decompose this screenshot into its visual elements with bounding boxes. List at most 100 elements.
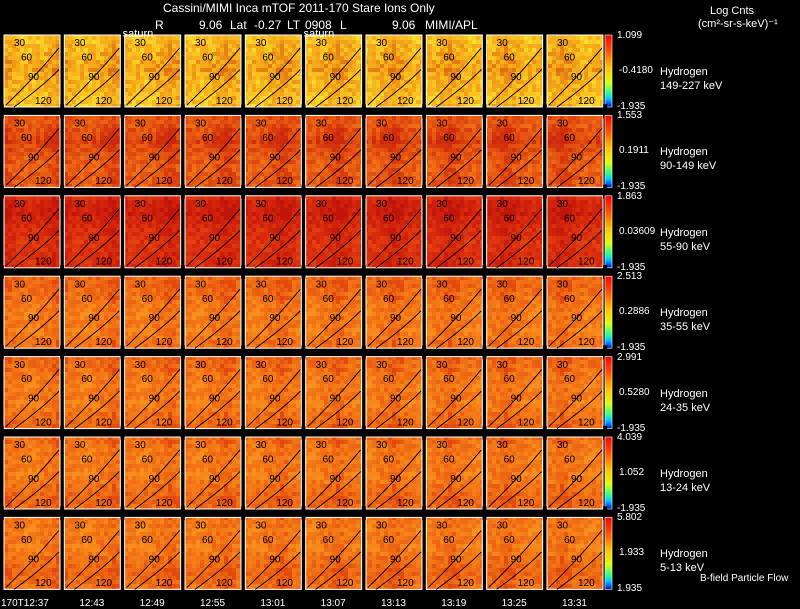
contour-label: 120 — [397, 337, 414, 348]
panel-pixels — [365, 35, 422, 107]
panel-crosshair — [120, 265, 125, 279]
field-line — [255, 551, 301, 590]
panel-crosshair — [422, 265, 427, 279]
contour-label: 120 — [397, 176, 414, 187]
contour-label: 60 — [383, 455, 395, 466]
panel-crosshair — [120, 345, 125, 360]
field-line — [194, 310, 241, 349]
field-line — [74, 230, 120, 269]
contour-label: 120 — [276, 176, 293, 187]
field-line — [488, 128, 542, 186]
panel-frame — [365, 195, 423, 269]
contour-label: 30 — [255, 521, 267, 532]
field-line — [5, 369, 60, 427]
channel-energy: 90-149 keV — [660, 160, 717, 173]
contour-label: 30 — [135, 440, 147, 451]
panel-frame — [365, 436, 423, 510]
field-line — [126, 208, 181, 267]
image-panel: 30 60 90 120 — [3, 114, 61, 188]
contour-label: 60 — [202, 53, 214, 64]
panel-crosshair — [603, 104, 608, 119]
contour-label: 60 — [202, 455, 214, 466]
contour-label: 30 — [436, 360, 448, 371]
contour-label: 30 — [316, 440, 328, 451]
field-line — [436, 390, 482, 429]
panel-pixels — [245, 35, 302, 107]
panel-crosshair — [361, 184, 366, 199]
channel-species: Hydrogen — [660, 548, 708, 561]
field-line — [436, 149, 482, 188]
panel-frame — [486, 275, 544, 349]
field-line — [548, 128, 603, 186]
panel-pixels — [546, 437, 603, 509]
field-line — [66, 449, 120, 508]
contour-label: 120 — [276, 578, 293, 589]
panel-frame — [3, 114, 61, 188]
contour-label: 120 — [578, 96, 595, 107]
field-line — [375, 471, 422, 510]
panel-crosshair — [482, 104, 487, 119]
lat-value: -0.27 — [254, 18, 282, 32]
panel-crosshair — [120, 425, 125, 440]
panel-crosshair — [361, 425, 366, 440]
field-line — [5, 288, 60, 347]
contour-label: 30 — [557, 199, 569, 210]
image-panel: 30 60 90 120 — [305, 34, 363, 108]
field-line — [255, 69, 301, 108]
contour-label: 60 — [564, 294, 576, 305]
contour-label: 90 — [390, 474, 402, 485]
panel-pixels — [426, 195, 483, 268]
contour-label: 120 — [35, 257, 52, 268]
field-line — [496, 310, 542, 349]
panel-pixels — [4, 276, 60, 349]
colorbar-mid: 0.1911 — [619, 145, 649, 157]
panel-crosshair — [301, 425, 306, 440]
field-line — [66, 288, 120, 347]
contour-label: 120 — [35, 337, 52, 348]
contour-label: 120 — [95, 257, 112, 268]
panel-frame — [184, 34, 242, 108]
field-line — [194, 471, 241, 510]
contour-label: 120 — [518, 417, 535, 428]
panel-pixels — [64, 276, 121, 349]
panel-crosshair — [120, 184, 125, 199]
contour-label: 90 — [28, 394, 40, 405]
contour-label: 30 — [497, 360, 509, 371]
panel-pixels — [486, 195, 543, 268]
contour-label: 120 — [35, 96, 52, 107]
field-line — [375, 69, 422, 108]
field-line — [255, 149, 301, 188]
contour-label: 90 — [511, 72, 523, 83]
contour-label: 60 — [142, 455, 154, 466]
channel-species: Hydrogen — [660, 226, 708, 239]
contour-label: 120 — [457, 176, 474, 187]
field-line — [247, 208, 301, 267]
panel-pixels — [426, 437, 483, 509]
l-label: L — [340, 18, 347, 32]
contour-label: 60 — [443, 374, 455, 385]
colorbar-min: -1.935 — [617, 503, 646, 514]
panel-crosshair — [60, 184, 65, 199]
panel-crosshair — [241, 425, 246, 440]
panel-pixels — [305, 437, 362, 509]
image-panel: 30 60 90 120 — [425, 516, 483, 590]
panel-crosshair — [60, 506, 65, 521]
panel-crosshair — [60, 425, 65, 440]
lt-value: 0908 — [305, 18, 332, 32]
field-line — [194, 149, 241, 188]
contour-label: 90 — [571, 72, 583, 83]
panel-frame — [184, 436, 242, 510]
field-line — [126, 530, 181, 588]
contour-label: 90 — [571, 313, 583, 324]
field-line — [5, 208, 60, 267]
field-line — [315, 471, 361, 510]
field-line — [556, 230, 603, 269]
field-line — [315, 390, 361, 429]
contour-label: 60 — [323, 213, 335, 224]
contour-label: 30 — [316, 38, 328, 49]
contour-label: 90 — [149, 394, 161, 405]
contour-label: 90 — [149, 152, 161, 163]
colorbar-mid: -0.4180 — [619, 65, 653, 76]
contour-label: 60 — [21, 455, 33, 466]
panel-pixels — [305, 35, 362, 107]
